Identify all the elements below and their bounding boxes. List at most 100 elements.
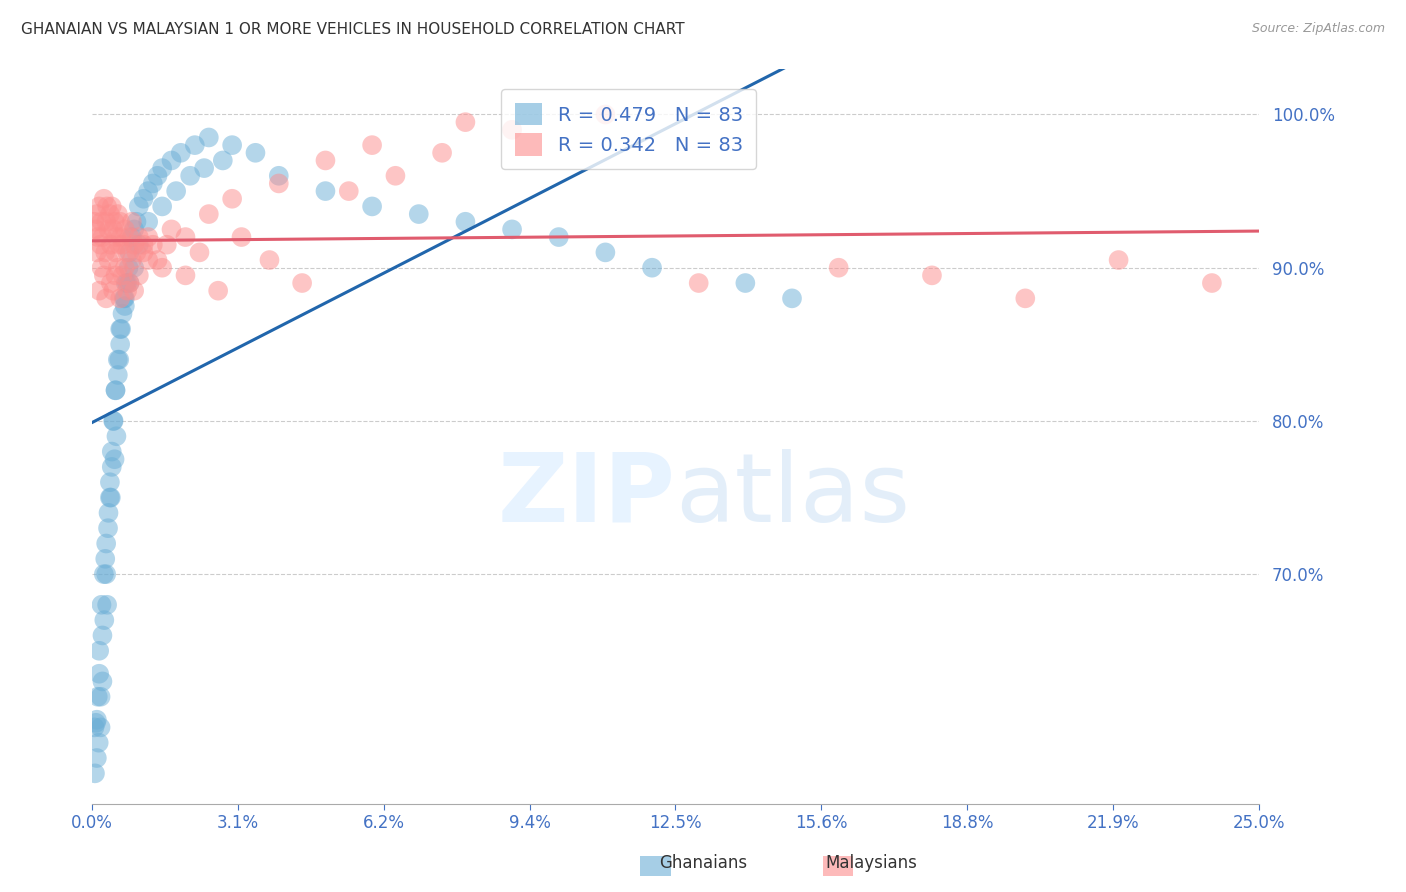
Point <box>121 215 143 229</box>
Point <box>100 199 122 213</box>
Point <box>430 145 453 160</box>
Point <box>90 215 112 229</box>
Point <box>132 192 155 206</box>
Point <box>142 237 165 252</box>
Point <box>110 322 132 336</box>
Point <box>107 368 129 382</box>
Point <box>454 215 477 229</box>
Point <box>103 215 125 229</box>
Point <box>90 720 112 734</box>
Point <box>118 245 141 260</box>
Point <box>91 628 114 642</box>
Point <box>90 598 112 612</box>
Point <box>595 245 617 260</box>
Point <box>454 115 477 129</box>
Point <box>267 177 290 191</box>
Point <box>128 199 150 213</box>
Point <box>98 475 121 490</box>
Point <box>122 284 145 298</box>
Point <box>114 276 136 290</box>
Point <box>179 169 201 183</box>
Point <box>84 715 107 730</box>
Point <box>641 260 664 275</box>
Point <box>100 491 122 505</box>
Point <box>118 276 141 290</box>
Point <box>86 713 108 727</box>
Point <box>100 459 122 474</box>
Point <box>115 245 138 260</box>
Point <box>107 207 129 221</box>
Point <box>231 230 253 244</box>
Point <box>87 736 110 750</box>
Point <box>94 551 117 566</box>
Text: Source: ZipAtlas.com: Source: ZipAtlas.com <box>1251 22 1385 36</box>
Point <box>86 751 108 765</box>
Point <box>101 414 124 428</box>
Point <box>198 207 221 221</box>
Point <box>94 245 117 260</box>
Point <box>111 268 134 283</box>
Point <box>547 230 569 244</box>
Point <box>142 177 165 191</box>
Point <box>259 253 281 268</box>
Point <box>174 230 197 244</box>
Point <box>104 245 127 260</box>
Point <box>107 260 129 275</box>
Point <box>114 222 136 236</box>
Point <box>245 145 267 160</box>
Text: Ghanaians: Ghanaians <box>659 855 747 872</box>
Point <box>118 230 141 244</box>
Point <box>97 222 120 236</box>
Point <box>160 153 183 168</box>
Point <box>89 666 111 681</box>
Point <box>108 291 131 305</box>
Point <box>132 237 155 252</box>
Point <box>101 222 124 236</box>
Point <box>160 222 183 236</box>
Point <box>125 245 148 260</box>
Point <box>98 207 121 221</box>
Point <box>501 222 523 236</box>
Point <box>136 230 159 244</box>
Point <box>314 153 336 168</box>
Point <box>83 720 105 734</box>
Point <box>86 245 108 260</box>
Point <box>101 284 124 298</box>
Point <box>128 268 150 283</box>
Point <box>93 567 115 582</box>
Point <box>115 276 138 290</box>
Point <box>104 384 127 398</box>
Legend: R = 0.479   N = 83, R = 0.342   N = 83: R = 0.479 N = 83, R = 0.342 N = 83 <box>501 89 756 169</box>
Point <box>146 169 169 183</box>
Point <box>688 276 710 290</box>
Point <box>114 291 136 305</box>
Point <box>132 245 155 260</box>
Point <box>156 237 179 252</box>
Point <box>150 161 173 175</box>
Point <box>90 237 112 252</box>
Point <box>291 276 314 290</box>
Point <box>90 260 112 275</box>
Point <box>108 322 131 336</box>
Point <box>384 169 406 183</box>
Point <box>105 230 128 244</box>
Point <box>104 268 127 283</box>
Point <box>122 222 145 236</box>
Point <box>121 230 143 244</box>
Point <box>114 260 136 275</box>
Point <box>111 307 134 321</box>
Point <box>97 506 120 520</box>
Point <box>121 253 143 268</box>
Point <box>267 169 290 183</box>
Point <box>93 268 115 283</box>
Point <box>1014 291 1036 305</box>
Point <box>115 284 138 298</box>
Point <box>98 491 121 505</box>
Point <box>103 414 125 428</box>
Point <box>86 207 108 221</box>
Point <box>122 237 145 252</box>
Point <box>174 268 197 283</box>
Point <box>128 230 150 244</box>
Point <box>96 199 118 213</box>
Point <box>136 184 159 198</box>
